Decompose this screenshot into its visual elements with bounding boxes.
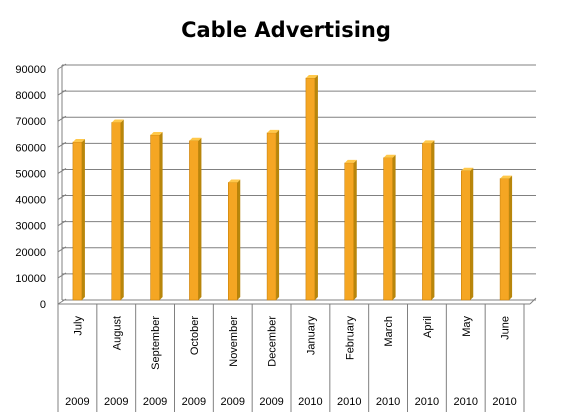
year-label: 2009 (221, 396, 245, 408)
bar-front (344, 162, 354, 301)
gridline-depth (57, 298, 67, 305)
year-label: 2010 (454, 396, 478, 408)
y-tick-label: 20000 (15, 247, 46, 259)
year-label: 2010 (337, 396, 361, 408)
bar-top (500, 175, 513, 179)
bar-side (276, 129, 280, 300)
bar (422, 140, 435, 301)
bar-side (509, 175, 513, 300)
bars (72, 75, 513, 301)
category-label: April (422, 316, 434, 338)
bar-top (72, 139, 85, 143)
category-label: December (267, 316, 279, 367)
bar-top (305, 75, 318, 79)
category-label: February (344, 316, 356, 361)
bar-front (72, 141, 83, 301)
bar (461, 167, 474, 301)
y-tick-label: 50000 (15, 168, 46, 180)
x-axis-depth (529, 297, 537, 305)
bar-front (305, 77, 316, 301)
bar-front (228, 182, 238, 301)
bar-side (353, 159, 357, 300)
bar-side (120, 119, 124, 300)
year-label: 2009 (143, 396, 167, 408)
bar-side (470, 167, 474, 300)
y-tick-label: 40000 (15, 195, 46, 207)
bar (266, 129, 280, 301)
y-tick-label: 10000 (15, 273, 46, 285)
bar-top (422, 140, 435, 144)
bar (344, 159, 357, 301)
year-label: 2009 (65, 396, 89, 408)
bar-front (111, 122, 121, 301)
bar (228, 179, 241, 301)
bar (150, 131, 163, 301)
category-label: March (383, 316, 395, 347)
year-label: 2010 (298, 396, 322, 408)
bar (499, 175, 513, 301)
y-tick-label: 30000 (15, 221, 46, 233)
chart-title: Cable Advertising (181, 18, 391, 42)
bar-top (228, 179, 241, 183)
category-label: November (228, 316, 240, 367)
bar (72, 139, 85, 301)
bar-side (198, 137, 202, 300)
bar-side (431, 140, 435, 300)
bar-front (189, 140, 199, 301)
y-tick-label: 90000 (15, 64, 46, 76)
bar (305, 75, 318, 301)
bar (383, 154, 396, 301)
year-label: 2010 (415, 396, 439, 408)
year-label: 2009 (182, 396, 206, 408)
bar (111, 119, 124, 301)
bar-front (150, 134, 160, 301)
year-label: 2009 (259, 396, 283, 408)
category-label: July (72, 316, 84, 336)
bar-front (461, 170, 471, 301)
bar-side (314, 75, 318, 300)
axes (57, 65, 537, 412)
y-tick-label: 0 (40, 299, 46, 311)
year-label: 2009 (104, 396, 128, 408)
bar-front (266, 132, 277, 301)
bar-top (267, 129, 280, 133)
y-tick-label: 70000 (15, 116, 46, 128)
bar-side (81, 139, 85, 300)
year-label: 2010 (376, 396, 400, 408)
year-label: 2010 (492, 396, 516, 408)
bar-front (422, 143, 432, 301)
bar-side (159, 131, 163, 300)
category-label: June (500, 316, 512, 340)
labels: 0 10000 20000 30000 40000 50000 60000 70000 8000… (15, 64, 516, 408)
category-label: May (461, 316, 473, 337)
bar-front (383, 157, 393, 301)
category-label: September (150, 316, 162, 370)
category-label: October (189, 316, 201, 355)
bar-side (392, 154, 396, 300)
bar-side (237, 179, 241, 300)
y-tick-label: 60000 (15, 142, 46, 154)
bar-top (150, 131, 163, 135)
bar-top (383, 154, 396, 158)
category-label: August (111, 316, 123, 350)
bar-front (499, 178, 510, 301)
bar-top (461, 167, 474, 171)
category-label: January (305, 316, 317, 356)
bar-top (189, 137, 202, 141)
bar-top (111, 119, 124, 123)
bar-top (344, 159, 357, 163)
bar (189, 137, 202, 301)
y-tick-label: 80000 (15, 90, 46, 102)
